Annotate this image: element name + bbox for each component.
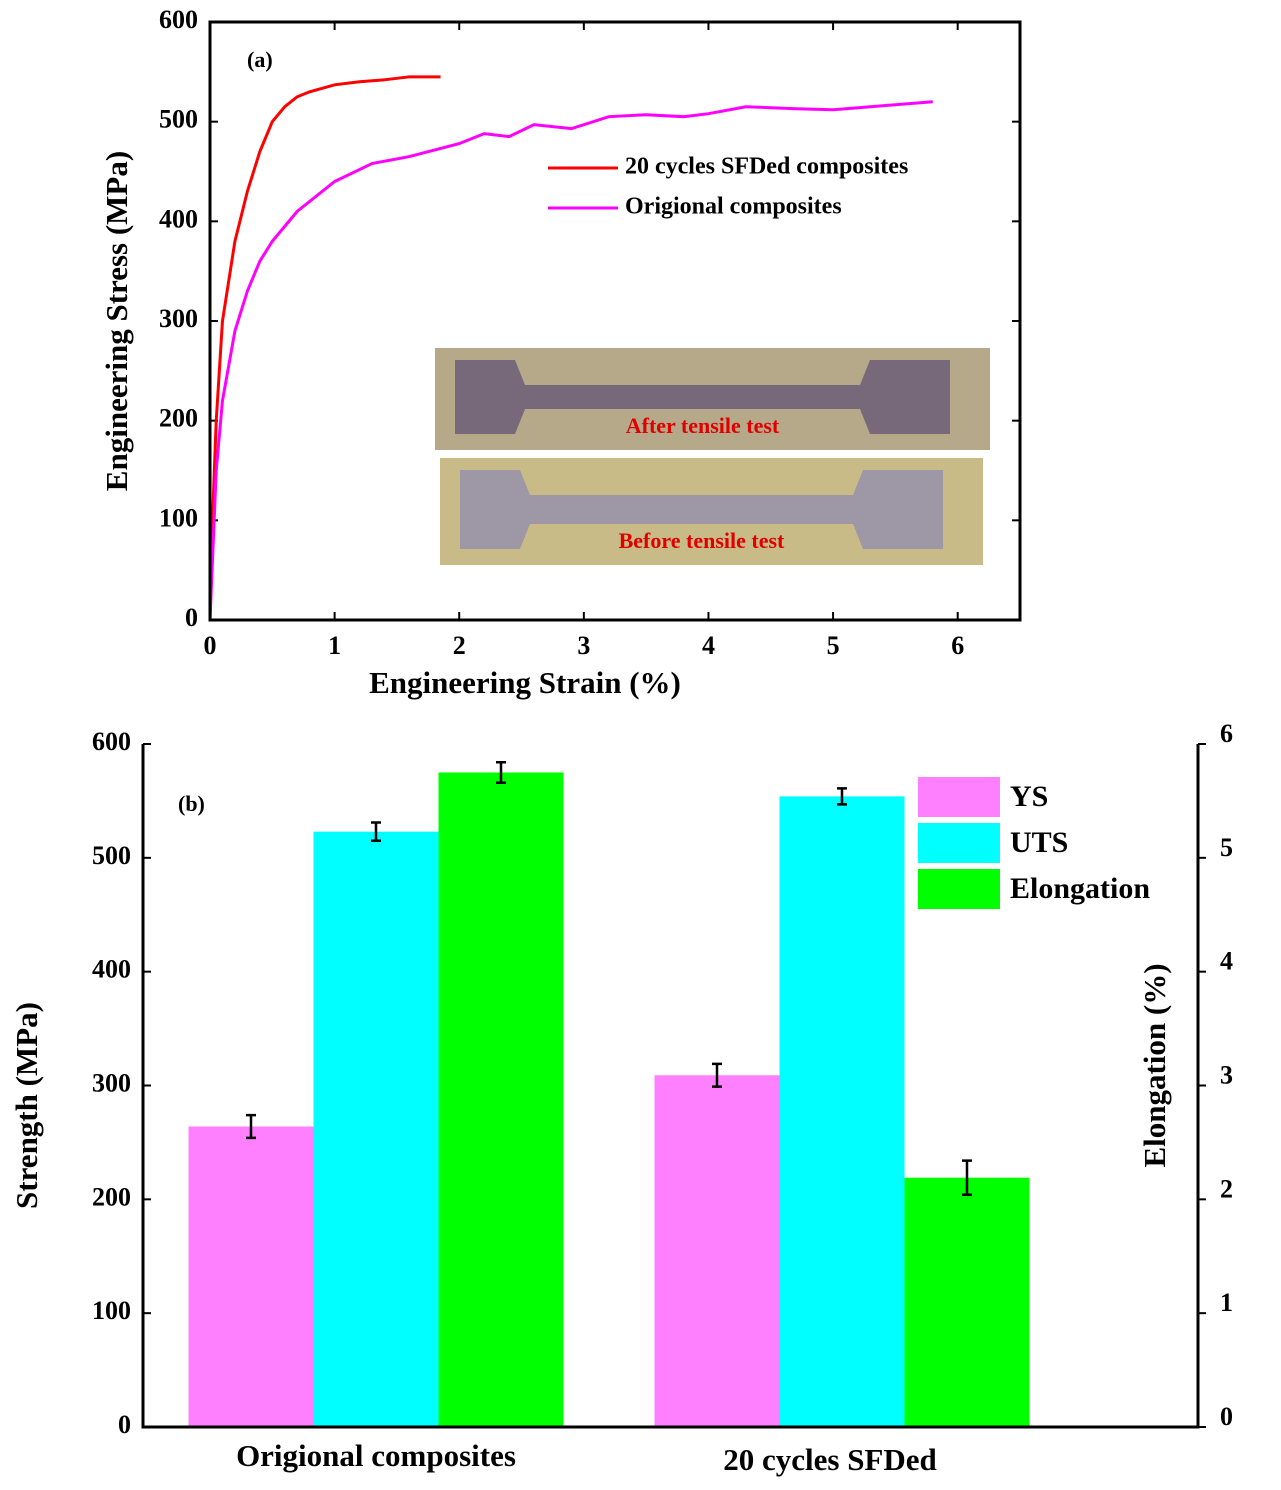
y-tick-label: 200 xyxy=(92,1182,131,1211)
bar xyxy=(780,796,905,1427)
y2-tick-label: 4 xyxy=(1220,947,1233,976)
inset-label: After tensile test xyxy=(626,413,780,438)
y2-tick-label: 2 xyxy=(1220,1174,1233,1203)
y-axis-title: Engineering Stress (MPa) xyxy=(99,151,134,491)
panel-tag: (b) xyxy=(178,791,205,816)
y-tick-label: 100 xyxy=(92,1296,131,1325)
y2-axis-title: Elongation (%) xyxy=(1137,963,1172,1167)
panel-tag: (a) xyxy=(247,47,273,72)
y-tick-label: 400 xyxy=(159,204,198,233)
y-tick-label: 600 xyxy=(92,727,131,756)
y-tick-label: 500 xyxy=(159,105,198,134)
bar xyxy=(439,772,564,1427)
y-tick-label: 300 xyxy=(92,1068,131,1097)
inset-label: Before tensile test xyxy=(619,528,785,553)
y-axis-title: Strength (MPa) xyxy=(9,1002,44,1209)
legend-label: UTS xyxy=(1010,826,1068,859)
legend-label: Origional composites xyxy=(625,194,842,220)
y2-tick-label: 6 xyxy=(1220,719,1233,748)
bar xyxy=(314,832,439,1427)
legend-swatch xyxy=(918,823,1000,863)
x-tick-label: 20 cycles SFDed xyxy=(723,1442,937,1477)
figure: 01002003004005006000123456Engineering St… xyxy=(0,0,1281,1490)
bar xyxy=(655,1075,780,1427)
y-tick-label: 500 xyxy=(92,841,131,870)
y2-tick-label: 0 xyxy=(1220,1402,1233,1431)
legend-label: Elongation xyxy=(1010,872,1150,905)
legend-label: YS xyxy=(1010,780,1048,813)
legend-swatch xyxy=(918,869,1000,909)
x-tick-label: 4 xyxy=(702,631,715,660)
x-tick-label: 5 xyxy=(827,631,840,660)
y-tick-label: 300 xyxy=(159,304,198,333)
x-tick-label: 2 xyxy=(453,631,466,660)
x-tick-label: 0 xyxy=(204,631,217,660)
y2-tick-label: 5 xyxy=(1220,833,1233,862)
x-tick-label: Origional composites xyxy=(236,1438,516,1473)
y-tick-label: 100 xyxy=(159,503,198,532)
y-tick-label: 200 xyxy=(159,404,198,433)
y-tick-label: 400 xyxy=(92,955,131,984)
legend-label: 20 cycles SFDed composites xyxy=(625,154,908,180)
y2-tick-label: 1 xyxy=(1220,1288,1233,1317)
x-tick-label: 6 xyxy=(951,631,964,660)
bar xyxy=(905,1178,1030,1427)
x-axis-title: Engineering Strain (%) xyxy=(369,665,681,700)
y-tick-label: 600 xyxy=(159,5,198,34)
x-tick-label: 3 xyxy=(577,631,590,660)
y-tick-label: 0 xyxy=(185,603,198,632)
y2-tick-label: 3 xyxy=(1220,1060,1233,1089)
y-tick-label: 0 xyxy=(118,1410,131,1439)
bar xyxy=(189,1126,314,1427)
legend-swatch xyxy=(918,777,1000,817)
x-tick-label: 1 xyxy=(328,631,341,660)
